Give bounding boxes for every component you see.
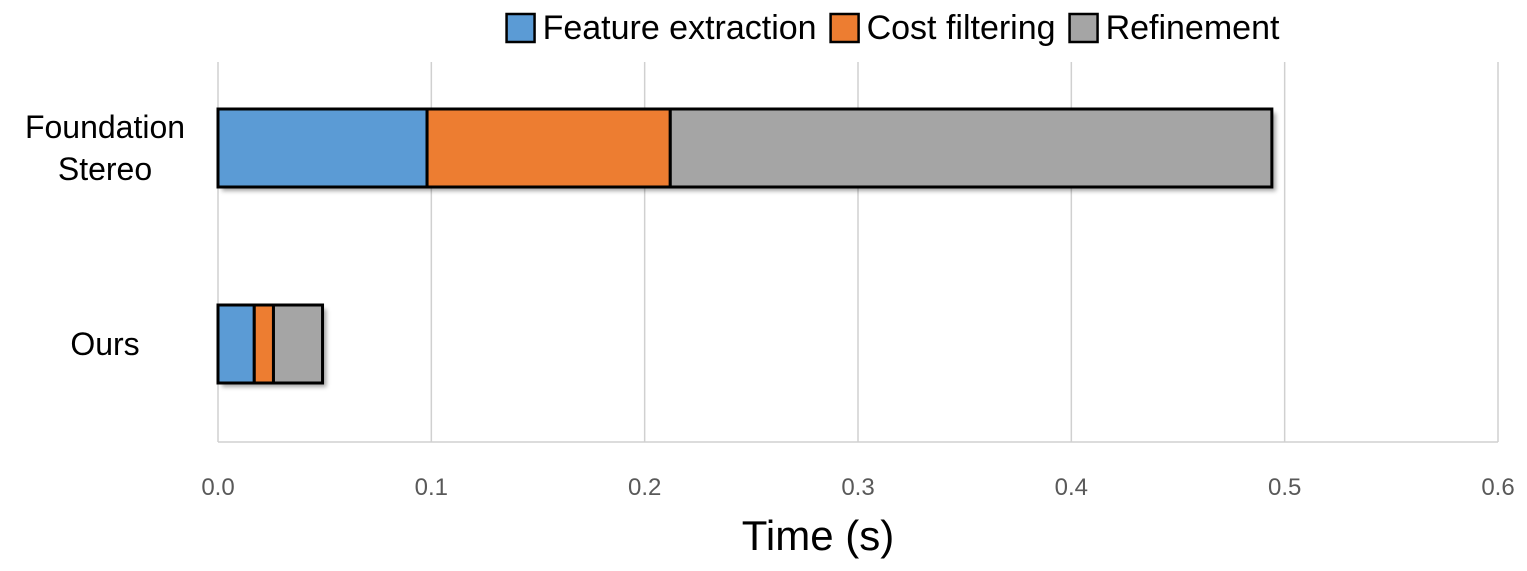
x-tick-label: 0.0 [201, 474, 234, 501]
bar-foundation-stereo-cost-filtering [425, 107, 672, 189]
bar-foundation-stereo-refinement [668, 107, 1274, 189]
category-label-ours: Ours [70, 326, 139, 362]
x-tick-label: 0.4 [1055, 474, 1088, 501]
legend-swatch [829, 12, 860, 44]
legend-label: Cost filtering [867, 9, 1056, 47]
legend-item-cost-filtering: Cost filtering [829, 9, 1056, 47]
legend-label: Refinement [1106, 9, 1280, 47]
bar-foundation-stereo-feature-extraction [216, 107, 429, 189]
legend-swatch [505, 12, 536, 44]
x-axis-ticks: 0.0 0.1 0.2 0.3 0.4 0.5 0.6 [201, 474, 1514, 501]
bars [216, 107, 1274, 385]
legend: Feature extraction Cost filtering Refineme… [505, 9, 1280, 47]
bar-ours-refinement [271, 303, 325, 385]
category-label-foundation-stereo: Foundation Stereo [25, 109, 185, 187]
x-axis-title: Time (s) [742, 512, 894, 559]
bar-ours-cost-filtering [252, 303, 275, 385]
x-tick-label: 0.3 [841, 474, 874, 501]
x-tick-label: 0.5 [1268, 474, 1301, 501]
bar-ours-feature-extraction [216, 303, 256, 385]
x-tick-label: 0.6 [1481, 474, 1514, 501]
legend-item-refinement: Refinement [1068, 9, 1280, 47]
y-axis-category-labels: Foundation Stereo Ours [25, 109, 185, 362]
legend-label: Feature extraction [543, 9, 817, 47]
x-tick-label: 0.1 [415, 474, 448, 501]
x-tick-label: 0.2 [628, 474, 661, 501]
legend-item-feature-extraction: Feature extraction [505, 9, 817, 47]
legend-swatch [1068, 12, 1099, 44]
